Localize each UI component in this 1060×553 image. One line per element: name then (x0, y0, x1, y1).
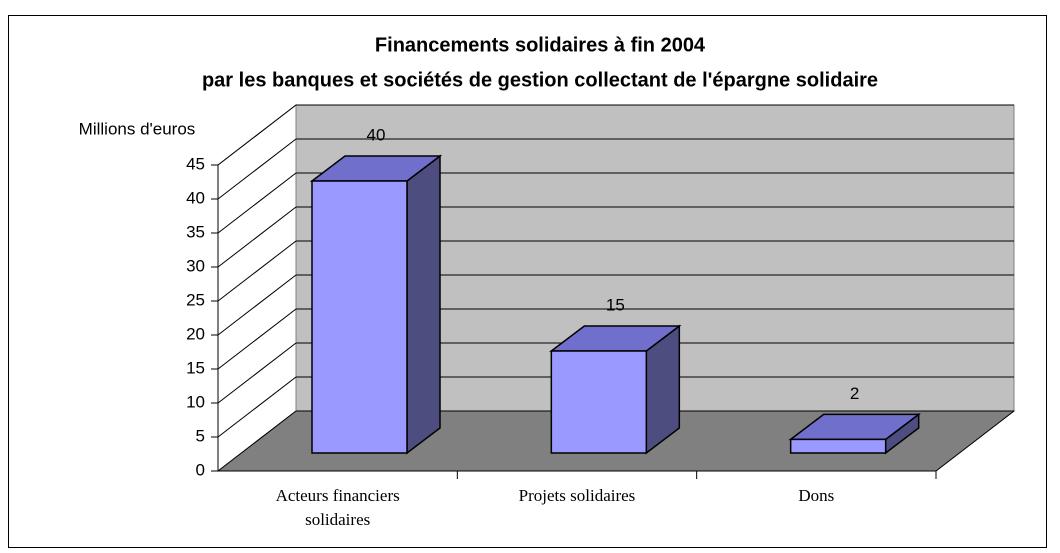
grid-line (217, 172, 297, 234)
grid-line (217, 342, 297, 404)
y-tick-label: 5 (196, 426, 205, 445)
y-tick-label: 30 (186, 256, 205, 275)
data-label: 15 (606, 295, 625, 314)
y-tick-label: 40 (186, 188, 205, 207)
y-tick-label: 10 (186, 392, 205, 411)
y-tick-label: 45 (186, 154, 205, 173)
x-tick-label: Projets solidaires (518, 486, 636, 505)
side-wall (217, 103, 297, 473)
data-label: 40 (367, 125, 386, 144)
bar-side (406, 154, 441, 455)
bar (311, 180, 408, 454)
data-label: 2 (850, 384, 859, 403)
y-tick-label: 15 (186, 358, 205, 377)
y-tick-label: 0 (196, 460, 205, 479)
grid-line (217, 240, 297, 302)
grid-line (217, 206, 297, 268)
grid-line (217, 410, 297, 472)
x-tick-label: Acteurs financiers solidaires (275, 486, 400, 529)
y-tick-label: 20 (186, 324, 205, 343)
y-axis-label: Millions d'euros (79, 119, 196, 138)
chart-title: par les banques et sociétés de gestion c… (202, 69, 878, 91)
bar (789, 438, 887, 454)
y-tick-label: 25 (186, 290, 205, 309)
y-tick-label: 35 (186, 222, 205, 241)
grid-line (217, 104, 297, 166)
grid-line (217, 274, 297, 336)
chart-title: Financements solidaires à fin 2004 (375, 34, 706, 56)
grid-line (217, 138, 297, 200)
grid-line (217, 308, 297, 370)
bar (550, 350, 648, 454)
grid-line (217, 376, 297, 438)
x-tick-label: Dons (798, 486, 835, 505)
floor-edge (935, 410, 1015, 472)
